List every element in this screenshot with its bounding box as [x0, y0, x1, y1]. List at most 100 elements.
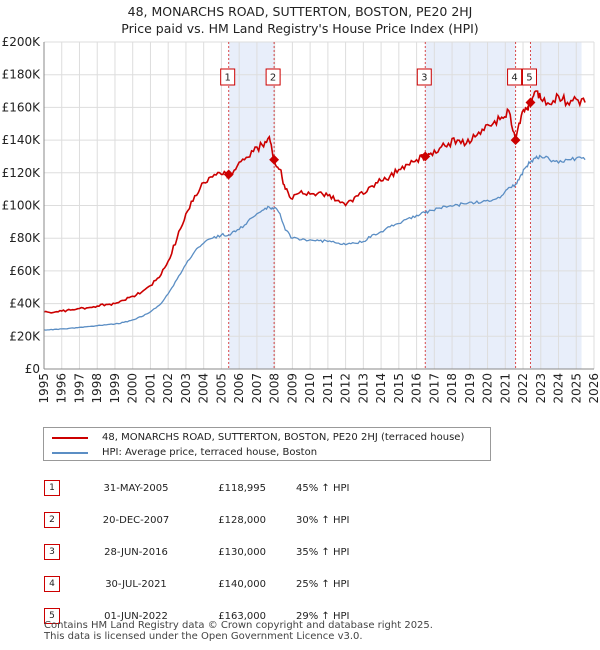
sale-badge-3 — [416, 68, 432, 86]
legend-label-property: 48, MONARCHS ROAD, SUTTERTON, BOSTON, PE… — [102, 432, 465, 443]
sale-badge-label-2: 2 — [270, 73, 276, 84]
footer-line-1: Contains HM Land Registry data © Crown c… — [44, 620, 433, 631]
x-tick-label: 1999 — [108, 373, 122, 404]
series-line-property — [43, 90, 586, 314]
sale-date: 20-DEC-2007 — [102, 514, 170, 526]
x-tick-label: 2007 — [250, 373, 264, 404]
y-tick-label: £100K — [2, 199, 42, 213]
sale-badge-label-5: 5 — [526, 73, 532, 84]
y-tick-label: £140K — [2, 133, 42, 147]
legend-label-hpi: HPI: Average price, terraced house, Bost… — [102, 447, 318, 458]
x-tick-label: 2020 — [481, 373, 495, 404]
sale-badge-4 — [507, 68, 523, 86]
legend-swatch-property — [52, 437, 88, 439]
sale-marker-lines — [228, 42, 531, 369]
sale-badge-5 — [521, 68, 537, 86]
x-tick-label: 2009 — [285, 373, 299, 404]
x-tick-label: 2017 — [427, 373, 441, 404]
x-tick-label: 2001 — [143, 373, 157, 404]
sales-table: 1 31-MAY-2005 £118,995 45% ↑ HPI 2 20-DEC-200… — [44, 472, 386, 632]
table-row: 5 01-JUN-2022 £163,000 29% ↑ HPI — [44, 600, 386, 632]
table-row: 4 30-JUL-2021 £140,000 25% ↑ HPI — [44, 568, 386, 600]
x-tick-label: 2005 — [214, 373, 228, 404]
series-line-hpi — [43, 154, 586, 331]
sale-badge-label-3: 3 — [421, 73, 427, 84]
x-tick-label: 2015 — [392, 373, 406, 404]
legend-swatch-hpi — [52, 452, 88, 454]
x-tick-label: 2010 — [303, 373, 317, 404]
title-line-2: Price paid vs. HM Land Registry's House … — [121, 21, 479, 36]
x-tick-label: 2003 — [179, 373, 193, 404]
sale-date: 30-JUL-2021 — [105, 578, 167, 590]
sale-date: 28-JUN-2016 — [104, 546, 168, 558]
y-tick-label: £40K — [9, 297, 41, 311]
sale-date: 01-JUN-2022 — [104, 610, 168, 622]
x-tick-label: 2014 — [374, 373, 388, 404]
x-tick-label: 2006 — [232, 373, 246, 404]
x-tick-label: 1995 — [37, 373, 51, 404]
x-tick-label: 2008 — [268, 373, 282, 404]
x-tick-label: 1998 — [90, 373, 104, 404]
sale-number: 3 — [44, 544, 60, 560]
x-tick-label: 2024 — [552, 373, 566, 404]
sale-number: 2 — [44, 512, 60, 528]
x-tick-label: 2023 — [534, 373, 548, 404]
sale-number: 1 — [44, 480, 60, 496]
legend: 48, MONARCHS ROAD, SUTTERTON, BOSTON, PE… — [43, 427, 491, 461]
sale-badge-label-4: 4 — [511, 73, 517, 84]
sale-badge-1 — [220, 68, 236, 86]
x-tick-label: 2018 — [445, 373, 459, 404]
y-tick-label: £200K — [2, 35, 42, 49]
sale-point-5 — [525, 97, 536, 108]
x-tick-label: 2021 — [498, 373, 512, 404]
sale-price: £163,000 — [218, 610, 266, 622]
sale-price: £128,000 — [218, 514, 266, 526]
y-tick-label: £120K — [2, 166, 42, 180]
x-tick-label: 2025 — [569, 373, 583, 404]
y-tick-label: £0 — [25, 362, 40, 376]
sale-point-3 — [420, 151, 431, 162]
sale-number: 5 — [44, 608, 60, 624]
x-tick-label: 2026 — [587, 373, 600, 404]
sale-hpi-change: 25% ↑ HPI — [296, 578, 350, 590]
sale-price: £118,995 — [218, 482, 266, 494]
table-row: 3 28-JUN-2016 £130,000 35% ↑ HPI — [44, 536, 386, 568]
title-line-1: 48, MONARCHS ROAD, SUTTERTON, BOSTON, PE… — [127, 4, 473, 19]
y-tick-label: £80K — [9, 231, 41, 245]
y-tick-label: £20K — [9, 329, 41, 343]
sale-price: £140,000 — [218, 578, 266, 590]
sale-price: £130,000 — [218, 546, 266, 558]
sale-points — [223, 97, 536, 180]
x-tick-label: 2012 — [339, 373, 353, 404]
sale-hpi-change: 29% ↑ HPI — [296, 610, 350, 622]
sale-badge-2 — [265, 68, 281, 86]
sale-point-1 — [223, 169, 234, 180]
sale-point-4 — [510, 135, 521, 146]
y-tick-label: £60K — [9, 264, 41, 278]
x-tick-label: 2011 — [321, 373, 335, 404]
sale-badge-label-1: 1 — [225, 73, 231, 84]
sale-hpi-change: 30% ↑ HPI — [296, 514, 350, 526]
x-axis: 1995 1996 1997 1998 1999 2000 2001 2002 2003 2004… — [37, 368, 600, 404]
x-tick-label: 2004 — [197, 373, 211, 404]
x-tick-label: 1996 — [55, 373, 69, 404]
y-axis: £0 £20K £40K £60K £80K £100K £120K £140K £160K £1… — [2, 35, 45, 376]
x-tick-label: 2013 — [356, 373, 370, 404]
footer-line-2: This data is licensed under the Open Gov… — [44, 631, 363, 642]
x-tick-label: 2000 — [126, 373, 140, 404]
footer: Contains HM Land Registry data © Crown c… — [44, 620, 433, 642]
series-lines — [43, 90, 586, 331]
table-row: 2 20-DEC-2007 £128,000 30% ↑ HPI — [44, 504, 386, 536]
x-tick-label: 2002 — [161, 373, 175, 404]
chart-title: 48, MONARCHS ROAD, SUTTERTON, BOSTON, PE… — [0, 3, 600, 37]
x-tick-label: 2022 — [516, 373, 530, 404]
sale-hpi-change: 45% ↑ HPI — [296, 482, 350, 494]
gridlines — [43, 41, 595, 370]
y-tick-label: £160K — [2, 100, 42, 114]
sale-hpi-change: 35% ↑ HPI — [296, 546, 350, 558]
sale-number: 4 — [44, 576, 60, 592]
x-tick-label: 1997 — [72, 373, 86, 404]
sale-point-2 — [269, 154, 280, 165]
